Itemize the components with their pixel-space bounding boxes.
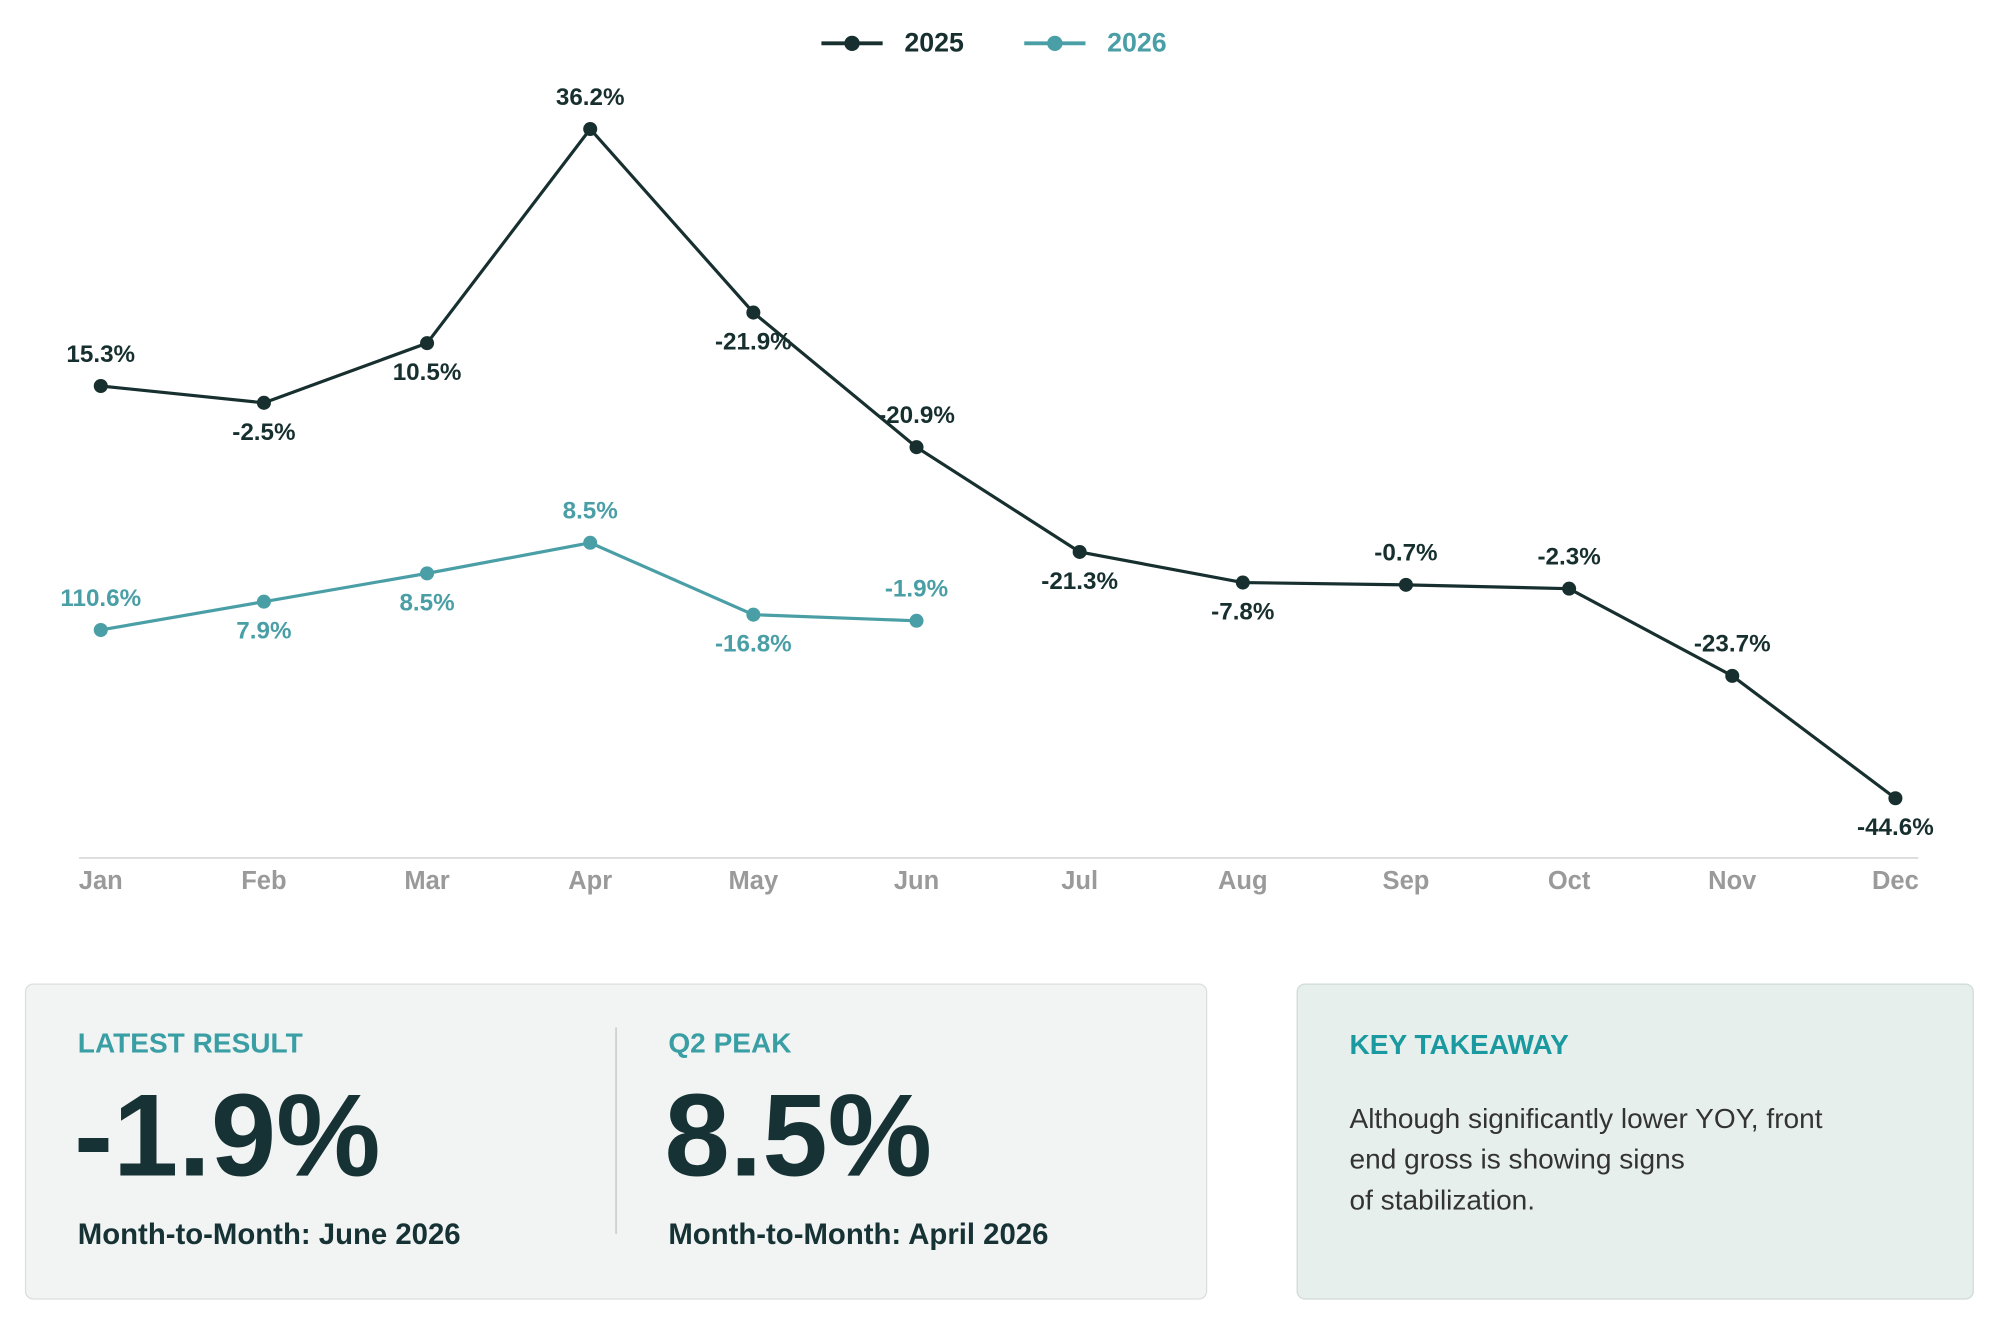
data-label: -2.5% [232,419,295,446]
takeaway-text: of stabilization. [1349,1184,1535,1215]
data-point [1562,581,1577,596]
data-point [93,622,108,637]
data-point [93,378,108,394]
data-point [256,395,271,410]
card-value: 8.5% [665,1070,932,1201]
takeaway-card [1296,983,1974,1300]
takeaway-text: end gross is showing signs [1349,1144,1684,1175]
takeaway-text: Although significantly lower YOY, front [1349,1103,1822,1134]
x-tick-label: Oct [1548,867,1591,895]
data-point [909,440,924,455]
legend-label: 2025 [904,28,964,58]
legend-dot [1047,35,1063,51]
data-point [420,566,435,581]
x-tick-label: Apr [568,867,612,895]
x-tick-label: Mar [404,867,449,895]
data-point [1725,668,1740,683]
x-tick-label: Jan [79,867,123,895]
x-tick-label: Jul [1061,867,1098,895]
x-tick-label: Nov [1708,867,1757,895]
legend-dot [844,35,860,51]
data-point [1888,791,1903,806]
data-label: -2.3% [1537,543,1600,570]
data-point [583,121,598,137]
x-tick-label: Feb [241,867,286,895]
data-label: -1.9% [885,576,948,603]
data-label: -0.7% [1374,540,1437,567]
x-tick-label: Aug [1218,867,1268,895]
card-label: Q2 PEAK [668,1028,791,1059]
data-label: -16.8% [715,631,792,658]
data-label: 36.2% [556,84,625,111]
legend-label: 2026 [1107,28,1167,58]
takeaway-title: KEY TAKEAWAY [1349,1029,1569,1060]
data-point [1398,577,1413,592]
data-label: -21.3% [1041,568,1118,595]
data-label: -23.7% [1694,631,1771,658]
x-tick-label: May [729,867,779,895]
data-label: 8.5% [399,589,454,616]
data-label: 8.5% [563,498,618,525]
card-caption: Month-to-Month: April 2026 [668,1218,1048,1251]
data-label: 10.5% [393,359,462,386]
data-label: -21.9% [715,329,792,356]
data-point [909,613,924,628]
data-label: 110.6% [60,585,141,612]
series-line [100,541,917,632]
data-label: -7.8% [1211,599,1274,626]
card-label: LATEST RESULT [78,1028,303,1059]
data-point [583,535,598,550]
card-value: -1.9% [74,1070,381,1201]
data-label: -44.6% [1857,814,1934,841]
series-line [100,126,1897,800]
x-tick-label: Jun [894,867,939,895]
card-caption: Month-to-Month: June 2026 [78,1218,461,1251]
x-tick-label: Sep [1383,867,1430,895]
data-point [256,594,271,609]
data-label: 15.3% [66,341,135,368]
data-label: -20.9% [878,402,955,429]
data-point [1235,575,1250,590]
data-point [746,607,761,622]
data-point [1072,544,1087,559]
data-point [746,305,761,320]
data-point [420,336,435,351]
data-label: 7.9% [236,618,291,645]
x-tick-label: Dec [1872,867,1919,895]
